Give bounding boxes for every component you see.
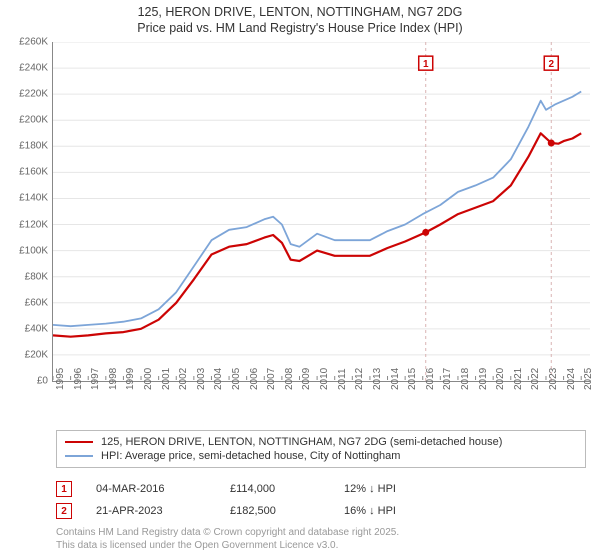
x-axis: 1995199619971998199920002001200220032004… xyxy=(52,382,590,402)
x-tick-label: 2019 xyxy=(478,368,489,390)
y-tick-label: £260K xyxy=(19,37,48,48)
x-tick-label: 2011 xyxy=(337,368,348,390)
y-axis: £0£20K£40K£60K£80K£100K£120K£140K£160K£1… xyxy=(0,42,52,382)
y-tick-label: £60K xyxy=(25,297,48,308)
x-tick-label: 2025 xyxy=(583,368,594,390)
footer-line2: This data is licensed under the Open Gov… xyxy=(56,539,399,552)
legend-swatch xyxy=(65,455,93,457)
legend-label: 125, HERON DRIVE, LENTON, NOTTINGHAM, NG… xyxy=(101,436,502,448)
x-tick-label: 2003 xyxy=(196,368,207,390)
legend-swatch xyxy=(65,441,93,443)
x-tick-label: 2001 xyxy=(161,368,172,390)
x-tick-label: 1997 xyxy=(90,368,101,390)
svg-text:1: 1 xyxy=(423,59,429,70)
chart-title: 125, HERON DRIVE, LENTON, NOTTINGHAM, NG… xyxy=(0,0,600,37)
x-tick-label: 2015 xyxy=(407,368,418,390)
x-tick-label: 2014 xyxy=(390,368,401,390)
x-tick-label: 1995 xyxy=(55,368,66,390)
sale-date: 04-MAR-2016 xyxy=(96,483,206,495)
y-tick-label: £120K xyxy=(19,219,48,230)
sales-list: 1 04-MAR-2016 £114,000 12% ↓ HPI 2 21-APR-202… xyxy=(56,478,586,522)
x-tick-label: 1999 xyxy=(125,368,136,390)
y-tick-label: £80K xyxy=(25,271,48,282)
x-tick-label: 2016 xyxy=(425,368,436,390)
legend: 125, HERON DRIVE, LENTON, NOTTINGHAM, NG… xyxy=(56,430,586,468)
x-tick-label: 2022 xyxy=(530,368,541,390)
svg-text:2: 2 xyxy=(548,59,554,70)
y-tick-label: £160K xyxy=(19,167,48,178)
x-tick-label: 2009 xyxy=(301,368,312,390)
x-tick-label: 1998 xyxy=(108,368,119,390)
plot-svg: 12 xyxy=(53,42,590,381)
x-tick-label: 2007 xyxy=(266,368,277,390)
y-tick-label: £100K xyxy=(19,245,48,256)
y-tick-label: £180K xyxy=(19,141,48,152)
sale-row: 1 04-MAR-2016 £114,000 12% ↓ HPI xyxy=(56,478,586,500)
y-tick-label: £220K xyxy=(19,89,48,100)
x-tick-label: 2023 xyxy=(548,368,559,390)
sale-row: 2 21-APR-2023 £182,500 16% ↓ HPI xyxy=(56,500,586,522)
footer-line1: Contains HM Land Registry data © Crown c… xyxy=(56,526,399,539)
sale-diff: 12% ↓ HPI xyxy=(344,483,396,495)
x-tick-label: 2013 xyxy=(372,368,383,390)
x-tick-label: 2005 xyxy=(231,368,242,390)
legend-row: 125, HERON DRIVE, LENTON, NOTTINGHAM, NG… xyxy=(65,435,577,449)
sale-marker: 1 xyxy=(56,481,72,497)
x-tick-label: 2008 xyxy=(284,368,295,390)
sale-date: 21-APR-2023 xyxy=(96,505,206,517)
x-tick-label: 2012 xyxy=(354,368,365,390)
sale-diff: 16% ↓ HPI xyxy=(344,505,396,517)
sale-marker: 2 xyxy=(56,503,72,519)
x-tick-label: 2004 xyxy=(213,368,224,390)
title-line2: Price paid vs. HM Land Registry's House … xyxy=(0,20,600,36)
y-tick-label: £140K xyxy=(19,193,48,204)
chart-container: 125, HERON DRIVE, LENTON, NOTTINGHAM, NG… xyxy=(0,0,600,560)
x-tick-label: 1996 xyxy=(73,368,84,390)
chart-area: £0 £20K £40K £60K £80K £100K £120K £140K £160K £1… xyxy=(0,42,600,402)
x-tick-label: 2021 xyxy=(513,368,524,390)
plot-area: 12 xyxy=(52,42,590,382)
y-tick-label: £0 xyxy=(37,376,48,387)
y-tick-label: £200K xyxy=(19,115,48,126)
x-tick-label: 2017 xyxy=(442,368,453,390)
x-tick-label: 2024 xyxy=(566,368,577,390)
y-tick-label: £240K xyxy=(19,63,48,74)
footer: Contains HM Land Registry data © Crown c… xyxy=(56,526,399,552)
legend-row: HPI: Average price, semi-detached house,… xyxy=(65,449,577,463)
x-tick-label: 2006 xyxy=(249,368,260,390)
sale-price: £114,000 xyxy=(230,483,320,495)
x-tick-label: 2020 xyxy=(495,368,506,390)
x-tick-label: 2018 xyxy=(460,368,471,390)
sale-price: £182,500 xyxy=(230,505,320,517)
x-tick-label: 2002 xyxy=(178,368,189,390)
y-tick-label: £40K xyxy=(25,323,48,334)
legend-label: HPI: Average price, semi-detached house,… xyxy=(101,450,400,462)
x-tick-label: 2010 xyxy=(319,368,330,390)
x-tick-label: 2000 xyxy=(143,368,154,390)
y-tick-label: £20K xyxy=(25,349,48,360)
title-line1: 125, HERON DRIVE, LENTON, NOTTINGHAM, NG… xyxy=(0,4,600,20)
